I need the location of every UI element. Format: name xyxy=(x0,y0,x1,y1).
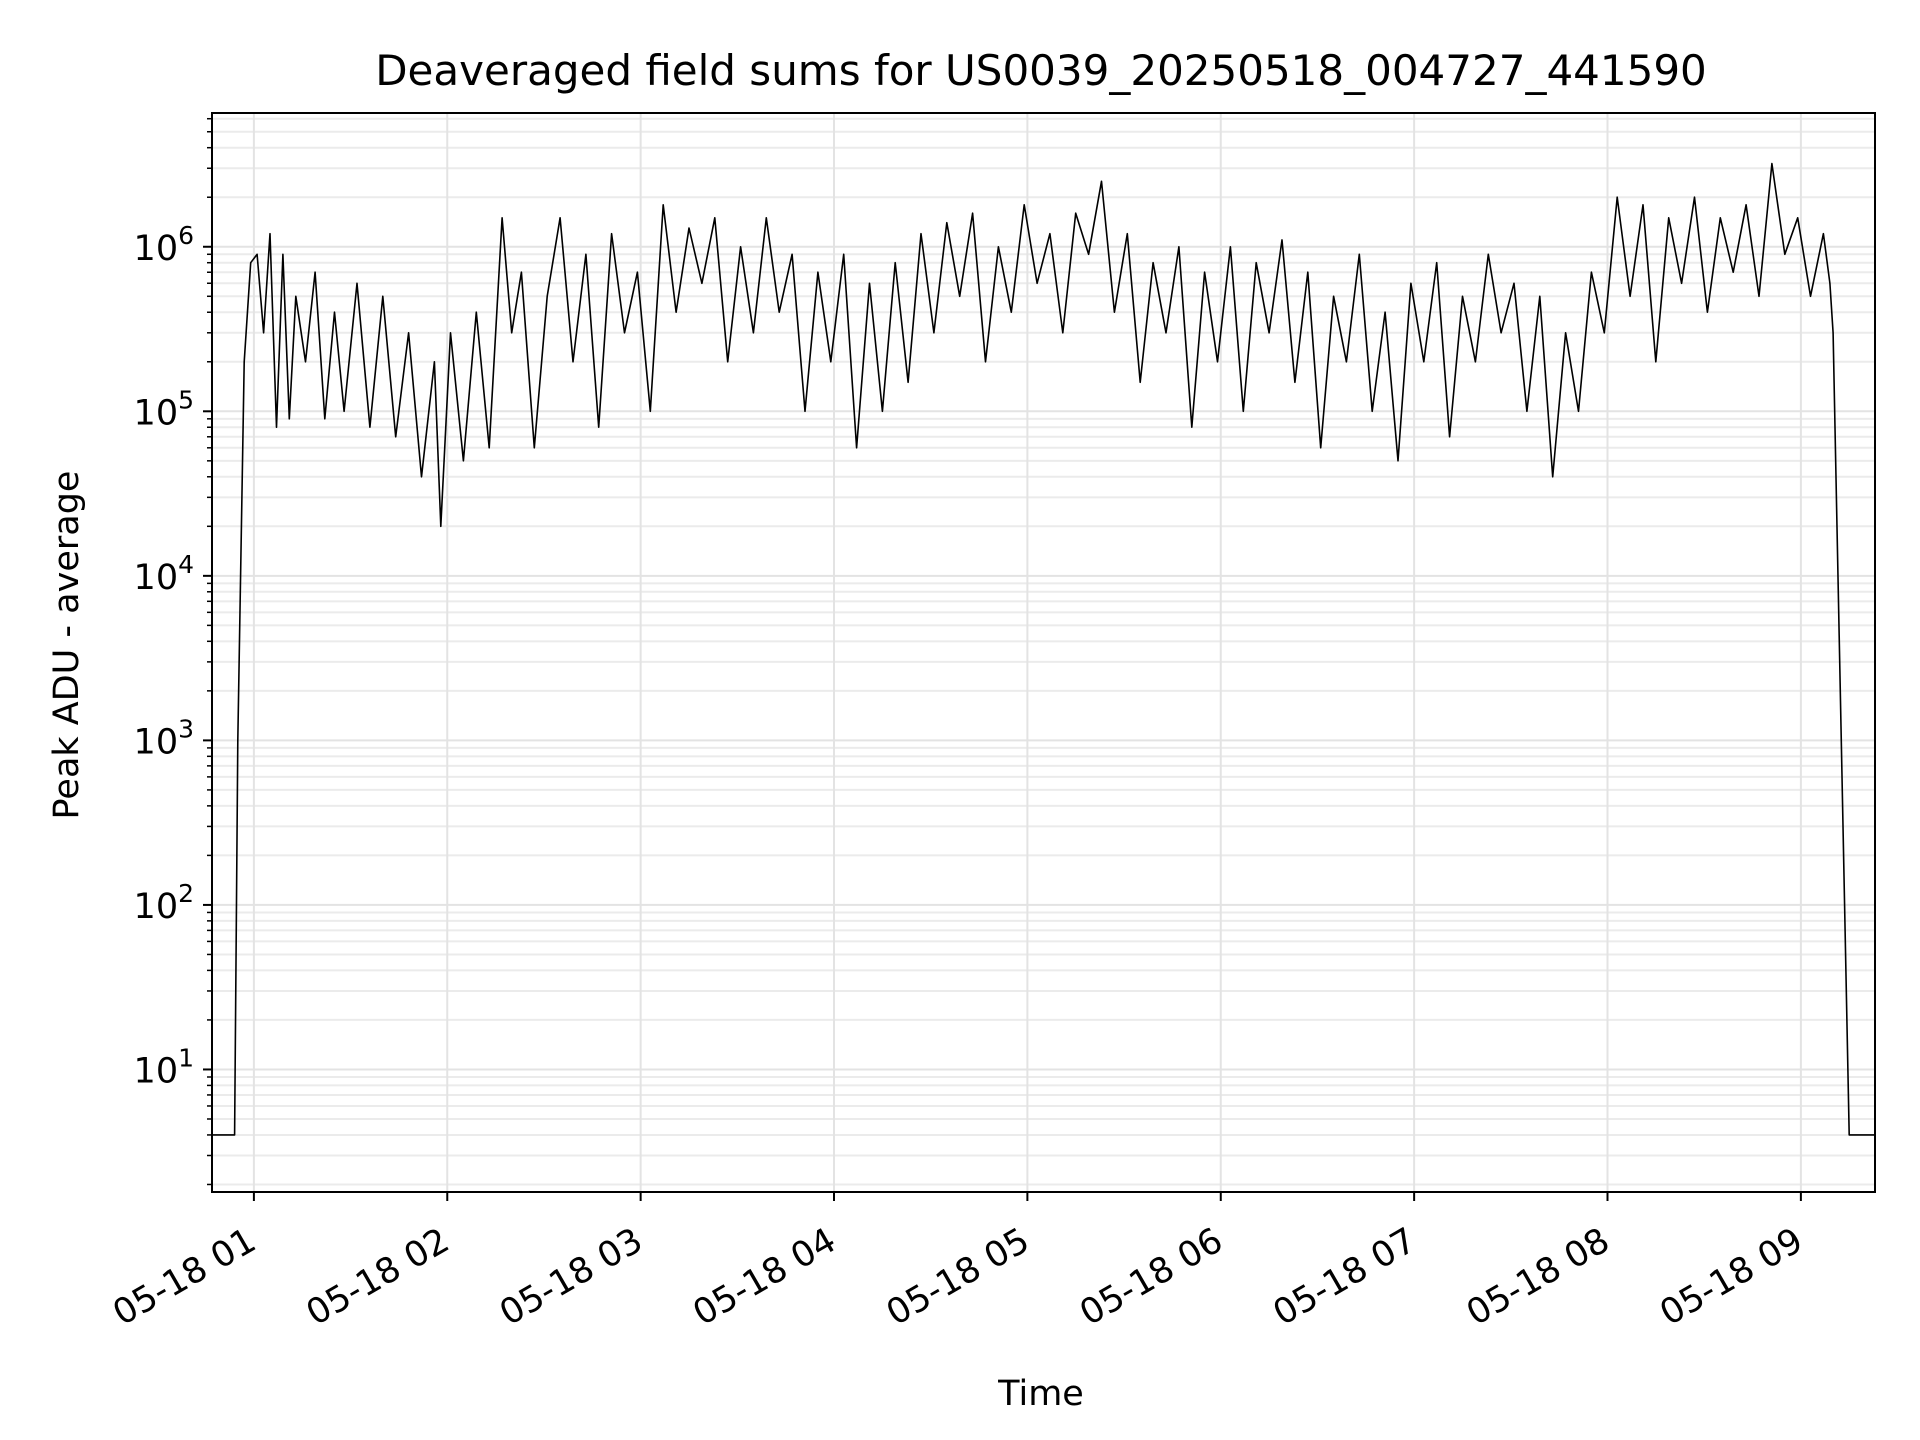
y-tick-label: 102 xyxy=(134,879,194,927)
x-tick-label: 05-18 02 xyxy=(300,1221,456,1334)
x-tick-label: 05-18 03 xyxy=(493,1221,649,1334)
x-tick-label: 05-18 05 xyxy=(880,1221,1036,1334)
x-axis-label: Time xyxy=(997,1374,1084,1414)
y-tick-label: 105 xyxy=(134,385,194,433)
chart-title: Deaveraged field sums for US0039_2025051… xyxy=(375,46,1707,95)
x-axis: 05-18 01 05-18 02 05-18 03 05-18 04 05-18 05… xyxy=(107,1192,1810,1334)
y-axis-label: Peak ADU - average xyxy=(47,471,87,820)
series-group xyxy=(212,162,1875,1136)
series-line xyxy=(212,162,1875,1136)
y-tick-label: 104 xyxy=(134,550,194,598)
plot-frame xyxy=(211,112,1876,1193)
x-tick-label: 05-18 07 xyxy=(1267,1221,1423,1334)
x-tick-label: 05-18 01 xyxy=(107,1221,263,1334)
x-tick-label: 05-18 09 xyxy=(1653,1221,1809,1334)
grid xyxy=(212,113,1875,1192)
y-tick-label: 101 xyxy=(134,1043,194,1091)
x-tick-label: 05-18 04 xyxy=(687,1221,843,1334)
y-axis: 101 102 103 104 105 106 xyxy=(134,117,212,1186)
y-tick-label: 103 xyxy=(134,714,194,762)
x-tick-label: 05-18 06 xyxy=(1073,1221,1229,1334)
y-tick-label: 106 xyxy=(134,221,194,269)
x-tick-label: 05-18 08 xyxy=(1460,1221,1616,1334)
